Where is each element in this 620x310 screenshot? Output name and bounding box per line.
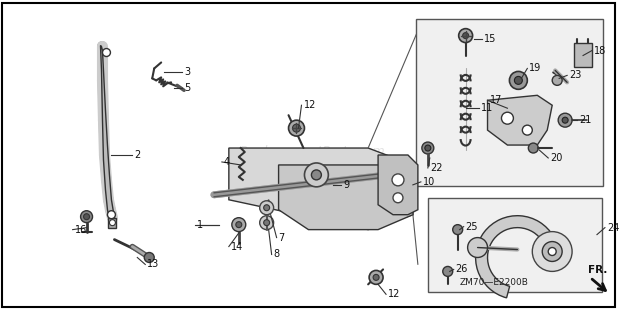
Circle shape [232, 218, 246, 232]
Circle shape [552, 75, 562, 85]
Circle shape [107, 211, 115, 219]
Polygon shape [378, 155, 418, 215]
Circle shape [392, 174, 404, 186]
Text: 5: 5 [184, 83, 190, 93]
Polygon shape [229, 148, 413, 230]
Circle shape [528, 143, 538, 153]
Circle shape [422, 142, 434, 154]
Circle shape [502, 112, 513, 124]
Circle shape [260, 201, 273, 215]
Circle shape [453, 225, 463, 235]
Text: 12: 12 [303, 100, 316, 110]
Circle shape [463, 33, 469, 38]
Circle shape [311, 170, 321, 180]
Text: 15: 15 [484, 33, 496, 44]
Circle shape [264, 205, 270, 211]
Circle shape [459, 29, 472, 42]
Text: 16: 16 [74, 225, 87, 235]
Circle shape [110, 220, 115, 226]
Text: 11: 11 [480, 103, 493, 113]
Circle shape [81, 211, 92, 223]
Circle shape [558, 113, 572, 127]
Circle shape [293, 124, 301, 132]
Text: 4: 4 [224, 157, 230, 167]
Text: 9: 9 [343, 180, 350, 190]
Text: 8: 8 [273, 250, 280, 259]
Text: 19: 19 [529, 64, 541, 73]
Text: 26: 26 [456, 264, 468, 274]
Circle shape [236, 222, 242, 228]
Circle shape [373, 274, 379, 280]
Text: 24: 24 [607, 223, 619, 232]
Circle shape [515, 76, 523, 84]
Text: eReplacementParts.com: eReplacementParts.com [232, 145, 385, 158]
Bar [428, 198, 602, 292]
Circle shape [288, 120, 304, 136]
Text: 20: 20 [550, 153, 562, 163]
Circle shape [144, 253, 154, 263]
Circle shape [102, 49, 110, 56]
Circle shape [304, 163, 329, 187]
Text: 23: 23 [569, 70, 582, 80]
Polygon shape [264, 200, 270, 215]
Text: 3: 3 [184, 67, 190, 78]
Polygon shape [108, 218, 117, 228]
Text: 17: 17 [490, 95, 502, 105]
Circle shape [393, 193, 403, 203]
Text: FR.: FR. [588, 265, 608, 275]
Circle shape [264, 220, 270, 226]
Text: 10: 10 [423, 177, 435, 187]
Text: ZM70—E2200B: ZM70—E2200B [459, 278, 528, 287]
Text: 14: 14 [231, 241, 243, 251]
Text: 18: 18 [594, 46, 606, 55]
Circle shape [260, 216, 273, 230]
Circle shape [523, 125, 533, 135]
Text: 1: 1 [197, 220, 203, 230]
Text: 13: 13 [148, 259, 159, 269]
Text: 2: 2 [135, 150, 141, 160]
Circle shape [510, 71, 528, 89]
Text: 25: 25 [466, 222, 478, 232]
Polygon shape [278, 165, 413, 230]
Circle shape [467, 237, 487, 258]
Text: 7: 7 [278, 232, 285, 243]
Text: 21: 21 [579, 115, 591, 125]
Circle shape [533, 232, 572, 272]
Circle shape [84, 214, 89, 220]
Wedge shape [476, 216, 554, 298]
Bar [416, 19, 603, 186]
Circle shape [443, 266, 453, 277]
Text: 22: 22 [430, 163, 442, 173]
Circle shape [548, 247, 556, 255]
Polygon shape [487, 95, 552, 145]
Circle shape [369, 270, 383, 284]
Circle shape [562, 117, 568, 123]
Circle shape [425, 145, 431, 151]
Text: 12: 12 [388, 289, 401, 299]
Bar [574, 42, 592, 68]
Circle shape [542, 241, 562, 261]
Polygon shape [100, 46, 115, 226]
